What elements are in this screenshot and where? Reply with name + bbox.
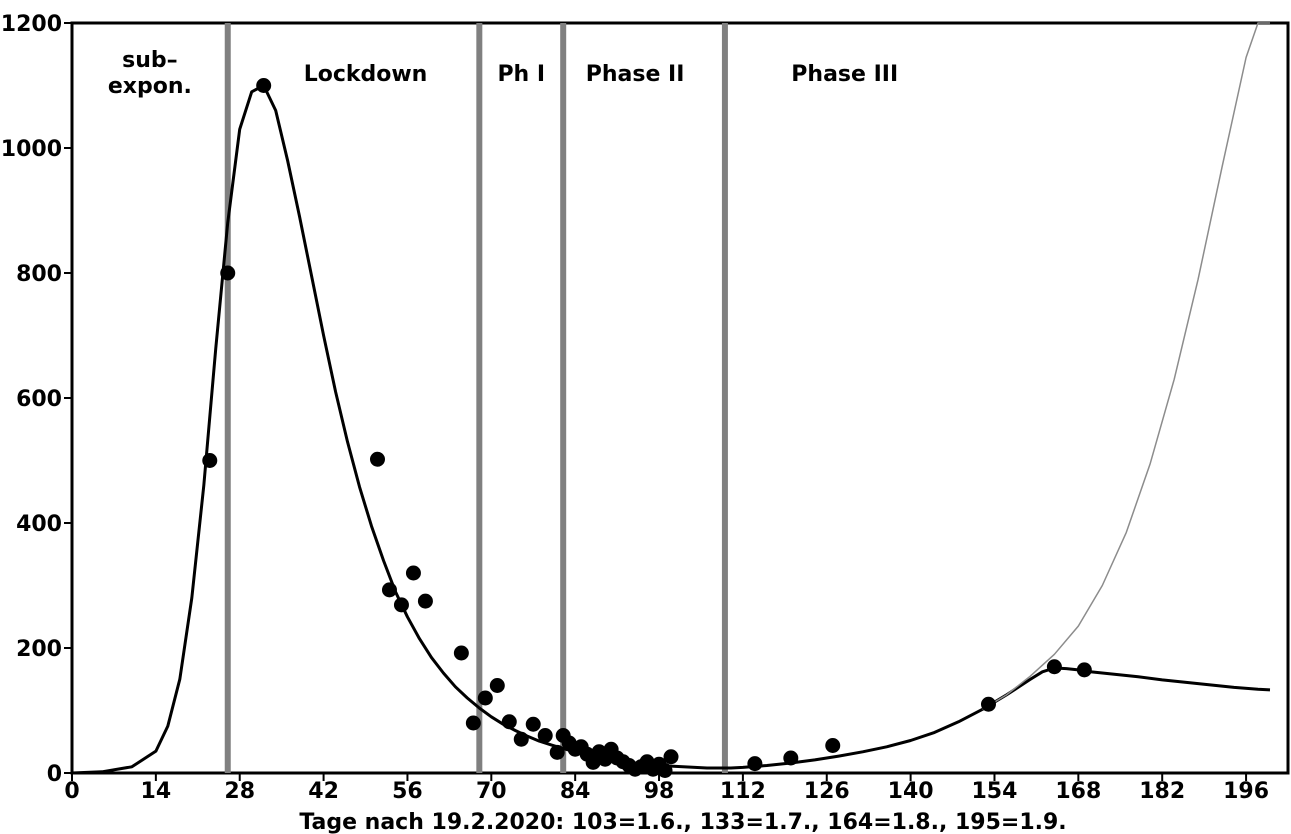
- phase-labels: sub–expon. Lockdown Ph I Phase II Phase III: [108, 48, 898, 99]
- phase-label: Ph I: [497, 62, 545, 87]
- data-point: [549, 744, 565, 760]
- data-point: [417, 593, 433, 609]
- data-point: [825, 738, 841, 753]
- x-tick-label: 182: [1139, 779, 1185, 804]
- y-tick-label: 200: [16, 637, 62, 662]
- x-tick-label: 140: [888, 779, 934, 804]
- data-point: [747, 756, 763, 772]
- data-point: [393, 597, 409, 613]
- phase-label: sub–: [122, 48, 178, 73]
- data-point: [489, 678, 505, 693]
- data-point: [663, 749, 679, 765]
- data-point: [477, 690, 493, 706]
- y-tick-label: 400: [16, 512, 62, 537]
- data-points: [202, 78, 1092, 778]
- x-tick-label: 84: [560, 779, 591, 804]
- phase-label: Phase II: [586, 62, 685, 87]
- y-tick-label: 1200: [1, 12, 62, 37]
- exponential-projection-line: [982, 22, 1270, 710]
- data-point: [381, 582, 397, 598]
- x-axis-title: Tage nach 19.2.2020: 103=1.6., 133=1.7.,…: [299, 810, 1066, 834]
- x-tick-label: 42: [308, 779, 339, 804]
- data-point: [1046, 659, 1062, 675]
- data-point: [501, 714, 517, 730]
- data-point: [1076, 662, 1092, 678]
- data-point: [453, 645, 469, 661]
- x-tick-label: 112: [720, 779, 766, 804]
- data-point: [202, 453, 218, 468]
- x-tick-label: 98: [644, 779, 675, 804]
- data-point: [405, 565, 421, 581]
- data-point: [465, 715, 481, 731]
- data-point: [980, 696, 996, 712]
- data-point: [369, 451, 385, 467]
- data-point: [525, 716, 541, 732]
- x-tick-label: 126: [804, 779, 850, 804]
- data-point: [513, 731, 529, 747]
- x-tick-label: 168: [1055, 779, 1101, 804]
- x-tick-label: 70: [476, 779, 507, 804]
- x-axis: 0 14 28 42 56 70 84 98 112 126 140 154 168 182 196: [64, 773, 1269, 804]
- y-tick-label: 600: [16, 387, 62, 412]
- plot-frame: [70, 21, 1290, 775]
- data-point: [220, 265, 236, 281]
- phase-boundary-lines: [224, 23, 728, 773]
- x-tick-label: 28: [224, 779, 255, 804]
- y-tick-label: 1000: [1, 137, 62, 162]
- data-point: [657, 763, 673, 778]
- data-point: [537, 728, 553, 743]
- y-tick-label: 800: [16, 262, 62, 287]
- y-axis: 0 200 400 600 800 1000 1200: [1, 12, 72, 787]
- x-tick-label: 0: [64, 779, 79, 804]
- phase-label: expon.: [108, 74, 192, 99]
- phase-label: Lockdown: [304, 62, 428, 87]
- phase-label: Phase III: [791, 62, 898, 87]
- x-tick-label: 56: [392, 779, 423, 804]
- x-tick-label: 14: [141, 779, 172, 804]
- x-tick-label: 196: [1223, 779, 1269, 804]
- y-tick-label: 0: [47, 762, 62, 787]
- data-point: [783, 750, 799, 766]
- data-point: [256, 78, 272, 93]
- x-tick-label: 154: [972, 779, 1018, 804]
